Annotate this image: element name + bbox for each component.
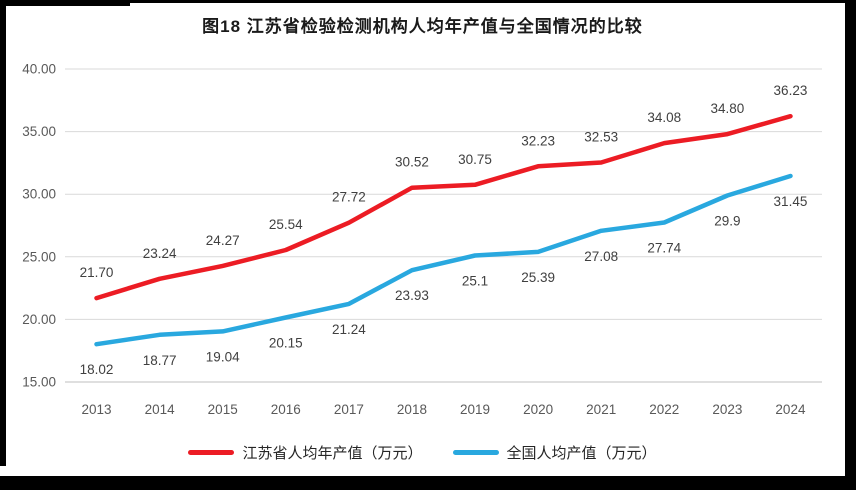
y-axis-tick-label: 25.00 bbox=[22, 249, 56, 264]
data-label: 34.80 bbox=[710, 101, 744, 116]
x-axis-tick-label: 2013 bbox=[82, 402, 112, 417]
data-label: 18.77 bbox=[143, 353, 177, 368]
data-label: 23.93 bbox=[395, 288, 429, 303]
legend-line-swatch-red bbox=[188, 450, 235, 455]
data-label: 36.23 bbox=[774, 83, 808, 98]
data-label: 31.45 bbox=[774, 194, 808, 209]
data-label: 21.24 bbox=[332, 322, 366, 337]
series-line-0 bbox=[94, 113, 793, 301]
data-label: 25.54 bbox=[269, 217, 303, 232]
y-axis-tick-label: 40.00 bbox=[22, 62, 56, 77]
x-axis-tick-label: 2014 bbox=[145, 402, 176, 417]
x-axis-tick-label: 2016 bbox=[271, 402, 301, 417]
page-edge-top bbox=[0, 0, 845, 3]
data-label: 32.53 bbox=[584, 130, 618, 145]
x-axis-tick-label: 2023 bbox=[712, 402, 742, 417]
data-label: 27.08 bbox=[584, 249, 618, 264]
data-label: 29.9 bbox=[714, 213, 740, 228]
x-axis-tick-label: 2020 bbox=[523, 402, 553, 417]
data-label: 21.70 bbox=[80, 265, 114, 280]
data-label: 25.39 bbox=[521, 270, 555, 285]
data-label: 23.24 bbox=[143, 246, 177, 261]
y-axis-tick-label: 30.00 bbox=[22, 187, 56, 202]
page-edge-top-left bbox=[0, 0, 130, 6]
x-axis-tick-label: 2018 bbox=[397, 402, 427, 417]
data-label: 32.23 bbox=[521, 133, 555, 148]
data-label: 25.1 bbox=[462, 274, 488, 289]
data-label: 20.15 bbox=[269, 336, 303, 351]
chart-legend: 江苏省人均年产值（万元） 全国人均产值（万元） bbox=[0, 442, 845, 463]
data-label: 34.08 bbox=[647, 110, 681, 125]
x-axis-tick-label: 2022 bbox=[649, 402, 679, 417]
y-axis-tick-label: 35.00 bbox=[22, 124, 56, 139]
data-label: 27.72 bbox=[332, 190, 366, 205]
y-axis-tick-label: 15.00 bbox=[22, 375, 56, 390]
page-edge-left bbox=[0, 0, 6, 466]
page-edge-right bbox=[845, 0, 856, 490]
x-axis-tick-label: 2021 bbox=[586, 402, 616, 417]
data-label: 19.04 bbox=[206, 349, 240, 364]
data-label: 24.27 bbox=[206, 233, 240, 248]
x-axis-tick-label: 2019 bbox=[460, 402, 490, 417]
x-axis-tick-label: 2017 bbox=[334, 402, 364, 417]
data-label: 27.74 bbox=[647, 240, 681, 255]
x-axis-tick-label: 2024 bbox=[775, 402, 806, 417]
data-label: 18.02 bbox=[80, 362, 114, 377]
series-line-1 bbox=[94, 173, 793, 347]
legend-label-national: 全国人均产值（万元） bbox=[506, 445, 657, 462]
x-axis-tick-label: 2015 bbox=[208, 402, 238, 417]
legend-label-jiangsu: 江苏省人均年产值（万元） bbox=[242, 445, 423, 462]
data-label: 30.75 bbox=[458, 152, 492, 167]
legend-line-swatch-blue bbox=[452, 450, 499, 455]
page-edge-bottom bbox=[0, 476, 856, 490]
data-label: 30.52 bbox=[395, 155, 429, 170]
legend-item-jiangsu: 江苏省人均年产值（万元） bbox=[188, 442, 423, 463]
legend-item-national: 全国人均产值（万元） bbox=[452, 442, 657, 463]
y-axis-tick-label: 20.00 bbox=[22, 312, 56, 327]
chart-title: 图18 江苏省检验检测机构人均年产值与全国情况的比较 bbox=[202, 17, 643, 36]
